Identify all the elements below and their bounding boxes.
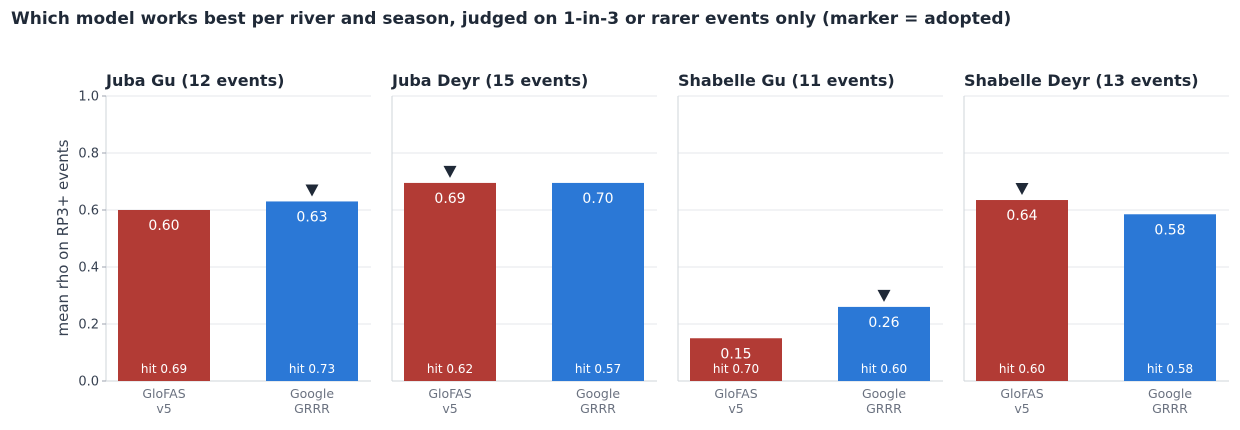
category-label: v5 — [728, 401, 743, 416]
panel-title: Juba Gu (12 events) — [105, 71, 284, 90]
y-tick-label: 0.2 — [78, 318, 99, 333]
category-label: v5 — [442, 401, 457, 416]
y-tick-label: 0.4 — [78, 261, 99, 276]
bar-glofas-v5 — [690, 338, 782, 381]
bar-google-grrr — [838, 306, 930, 381]
category-label: GloFAS — [142, 386, 185, 401]
bar-hit-label: hit 0.62 — [427, 362, 473, 376]
category-label: v5 — [156, 401, 171, 416]
bar-glofas-v5 — [976, 200, 1068, 381]
panel-title: Shabelle Deyr (13 events) — [964, 71, 1199, 90]
chart-panels: 0.0 0.2 0.4 0.6 0.8 1.0 Juba Gu (12 events) 0.6… — [78, 71, 1229, 416]
bar-google-grrr — [1124, 214, 1216, 381]
category-label: v5 — [1014, 401, 1029, 416]
chart-title: Which model works best per river and sea… — [11, 9, 1011, 29]
panel-title: Juba Deyr (15 events) — [391, 71, 588, 90]
category-label: GRRR — [1152, 401, 1188, 416]
bar-google-grrr — [552, 182, 644, 381]
bar-value-label: 0.63 — [296, 209, 327, 225]
bar-value-label: 0.26 — [868, 315, 899, 331]
bar-value-label: 0.60 — [148, 218, 179, 234]
adopted-marker-icon — [443, 165, 457, 178]
adopted-marker-icon — [877, 289, 891, 302]
y-tick-label: 0.0 — [78, 375, 99, 390]
category-label: GloFAS — [714, 386, 757, 401]
adopted-marker-icon — [1015, 183, 1029, 196]
bar-hit-label: hit 0.60 — [861, 362, 907, 376]
bar-hit-label: hit 0.69 — [141, 362, 187, 376]
bar-hit-label: hit 0.70 — [713, 362, 759, 376]
bar-hit-label: hit 0.60 — [999, 362, 1045, 376]
adopted-marker-icon — [305, 184, 319, 197]
bar-glofas-v5 — [118, 210, 210, 381]
bar-hit-label: hit 0.58 — [1147, 362, 1193, 376]
bar-google-grrr — [266, 201, 358, 381]
category-label: Google — [576, 386, 620, 401]
category-label: GRRR — [580, 401, 616, 416]
y-tick-label: 0.8 — [78, 147, 99, 162]
bar-value-label: 0.70 — [582, 191, 613, 207]
category-label: GloFAS — [428, 386, 471, 401]
category-label: Google — [862, 386, 906, 401]
bar-glofas-v5 — [404, 182, 496, 381]
panel-2: Juba Deyr (15 events) 0.69 hit 0.62 GloFASv… — [391, 71, 657, 416]
category-label: GRRR — [866, 401, 902, 416]
bar-hit-label: hit 0.73 — [289, 362, 335, 376]
y-tick-label: 0.6 — [78, 204, 99, 219]
panel-1: 0.0 0.2 0.4 0.6 0.8 1.0 Juba Gu (12 events) 0.6… — [78, 71, 371, 416]
category-label: GRRR — [294, 401, 330, 416]
y-axis-label: mean rho on RP3+ events — [54, 139, 72, 336]
panel-4: Shabelle Deyr (13 events) 0.64 hit 0.60 Glo… — [963, 71, 1229, 416]
y-tick-label: 1.0 — [78, 90, 99, 105]
panel-title: Shabelle Gu (11 events) — [678, 71, 895, 90]
category-label: Google — [1148, 386, 1192, 401]
bar-value-label: 0.69 — [434, 191, 465, 207]
bar-value-label: 0.58 — [1154, 222, 1185, 238]
category-label: GloFAS — [1000, 386, 1043, 401]
category-label: Google — [290, 386, 334, 401]
bar-value-label: 0.15 — [720, 346, 751, 362]
bar-value-label: 0.64 — [1006, 208, 1037, 224]
bar-hit-label: hit 0.57 — [575, 362, 621, 376]
